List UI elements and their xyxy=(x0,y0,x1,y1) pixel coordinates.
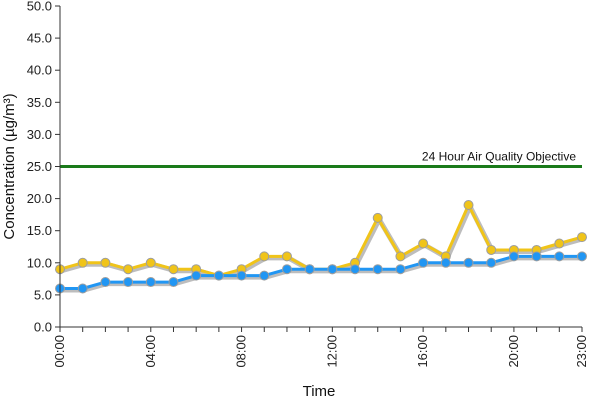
data-point xyxy=(100,277,111,288)
data-point xyxy=(236,270,247,281)
x-tick-label: 00:00 xyxy=(52,335,67,368)
x-tick-label: 08:00 xyxy=(234,335,249,368)
y-tick-label: 45.0 xyxy=(27,31,52,46)
data-point xyxy=(486,257,497,268)
data-point xyxy=(281,264,292,275)
data-point xyxy=(395,264,406,275)
x-tick-label: 12:00 xyxy=(324,335,339,368)
data-point xyxy=(486,244,497,255)
data-point xyxy=(372,212,383,223)
data-point xyxy=(191,270,202,281)
data-point xyxy=(213,270,224,281)
x-axis-title: Time xyxy=(303,383,336,400)
data-point xyxy=(145,257,156,268)
data-point xyxy=(100,257,111,268)
y-tick-label: 0.0 xyxy=(34,320,52,335)
x-tick-label: 04:00 xyxy=(143,335,158,368)
y-tick-label: 40.0 xyxy=(27,63,52,78)
y-tick-label: 30.0 xyxy=(27,127,52,142)
data-point xyxy=(168,277,179,288)
data-point xyxy=(304,264,315,275)
series-layer xyxy=(55,200,587,294)
data-point xyxy=(463,257,474,268)
data-point xyxy=(123,264,134,275)
x-tick-label: 16:00 xyxy=(415,335,430,368)
data-point xyxy=(259,270,270,281)
y-tick-label: 25.0 xyxy=(27,159,52,174)
data-point xyxy=(554,238,565,249)
data-point xyxy=(77,283,88,294)
series-line xyxy=(59,203,583,278)
data-point xyxy=(395,251,406,262)
data-point xyxy=(281,251,292,262)
data-point xyxy=(350,264,361,275)
y-axis-title: Concentration (µg/m³) xyxy=(1,93,18,239)
reference-line-group: 24 Hour Air Quality Objective xyxy=(60,150,582,168)
y-tick-label: 15.0 xyxy=(27,223,52,238)
data-point xyxy=(145,277,156,288)
y-tick-label: 5.0 xyxy=(34,287,52,302)
y-tick-label: 20.0 xyxy=(27,191,52,206)
data-point xyxy=(327,264,338,275)
series-2 xyxy=(55,251,587,294)
y-tick-label: 35.0 xyxy=(27,95,52,110)
data-point xyxy=(77,257,88,268)
y-axis-ticks: 0.0 5.0 10.0 15.0 20.0 25.0 30.0 35.0 40.0 45.0 50… xyxy=(27,0,60,335)
data-point xyxy=(418,238,429,249)
series-line-shadow xyxy=(61,255,584,293)
x-axis-ticks: 00:00 04:00 08:00 12:00 16:00 20:00 23:00 xyxy=(52,327,589,368)
data-point xyxy=(508,251,519,262)
data-point xyxy=(372,264,383,275)
data-point xyxy=(531,251,542,262)
y-tick-label: 10.0 xyxy=(27,255,52,270)
x-tick-label: 20:00 xyxy=(506,335,521,368)
data-point xyxy=(168,264,179,275)
data-point xyxy=(418,257,429,268)
x-tick-label: 23:00 xyxy=(574,335,589,368)
data-point xyxy=(577,251,587,262)
data-point xyxy=(123,277,134,288)
data-point xyxy=(554,251,565,262)
air-quality-objective-label: 24 Hour Air Quality Objective xyxy=(422,150,576,164)
y-tick-label: 50.0 xyxy=(27,0,52,14)
data-point xyxy=(463,200,474,211)
data-point xyxy=(259,251,270,262)
data-point xyxy=(577,232,587,243)
data-point xyxy=(440,257,451,268)
